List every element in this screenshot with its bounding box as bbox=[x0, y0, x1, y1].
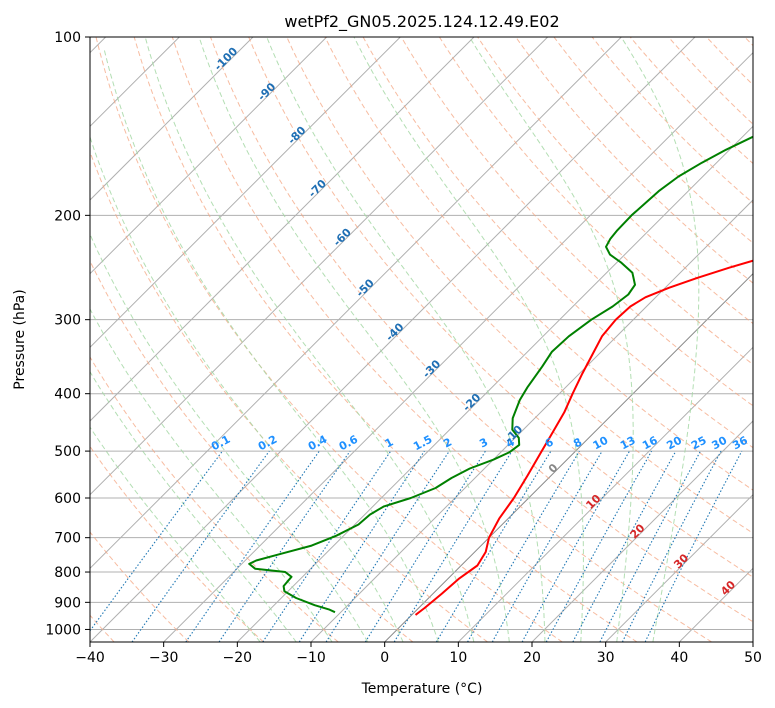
mixing-ratio-line bbox=[262, 450, 392, 642]
mixing-ratio-label: 30 bbox=[710, 434, 730, 453]
chart-title: wetPf2_GN05.2025.124.12.49.E02 bbox=[284, 12, 559, 32]
dry-adiabat-line bbox=[324, 37, 753, 491]
isotherm-line bbox=[90, 37, 475, 422]
mixing-ratio-line bbox=[364, 450, 486, 642]
moist-adiabat-line bbox=[620, 37, 700, 642]
isotherm-line bbox=[605, 493, 753, 642]
dry-adiabat-line bbox=[210, 37, 753, 623]
moist-adiabat-line bbox=[469, 37, 634, 642]
mixing-ratio-label: 20 bbox=[664, 434, 684, 453]
y-tick-label: 200 bbox=[54, 208, 81, 224]
x-tick-label: −10 bbox=[296, 650, 326, 666]
moist-adiabat-line bbox=[90, 135, 404, 642]
isotherm-line bbox=[90, 37, 254, 201]
y-tick-label: 100 bbox=[54, 30, 81, 46]
mixing-ratio-line bbox=[572, 450, 677, 642]
background-lines bbox=[90, 37, 753, 642]
plot-frame bbox=[89, 36, 754, 643]
y-tick-label: 500 bbox=[54, 444, 81, 460]
isotherm-line bbox=[457, 346, 753, 642]
dry-adiabat-line bbox=[90, 531, 190, 642]
sounding-series bbox=[248, 135, 753, 616]
dry-adiabat-line bbox=[515, 37, 753, 284]
mixing-ratio-label: 16 bbox=[640, 434, 660, 453]
mixing-ratio-line bbox=[298, 450, 425, 642]
mixing-ratio-line bbox=[218, 450, 351, 642]
x-tick-label: −30 bbox=[149, 650, 179, 666]
dewpoint-line bbox=[248, 135, 753, 614]
x-tick-label: −40 bbox=[75, 650, 105, 666]
dry-adiabat-line bbox=[248, 37, 753, 578]
y-tick-label: 800 bbox=[54, 565, 81, 581]
dry-adiabat-line bbox=[171, 37, 712, 642]
y-tick-label: 1000 bbox=[45, 622, 81, 638]
mixing-ratio-line bbox=[599, 450, 701, 642]
moist-adiabat-line bbox=[266, 37, 546, 642]
dry-adiabat-line bbox=[90, 445, 264, 642]
x-tick-label: 50 bbox=[744, 650, 762, 666]
mixing-ratio-line bbox=[393, 450, 513, 642]
y-tick-label: 900 bbox=[54, 595, 81, 611]
mixing-ratio-line bbox=[644, 450, 743, 642]
mixing-ratio-line bbox=[521, 450, 630, 642]
isotherm-line bbox=[236, 125, 753, 642]
dry-adiabat-line bbox=[90, 356, 339, 642]
y-tick-label: 700 bbox=[54, 531, 81, 547]
moist-adiabat-line bbox=[144, 37, 475, 642]
y-tick-label: 300 bbox=[54, 313, 81, 329]
x-tick-label: 20 bbox=[523, 650, 541, 666]
moist-adiabat-line bbox=[198, 37, 510, 642]
x-tick-label: −20 bbox=[223, 650, 253, 666]
mixing-ratio-line bbox=[185, 450, 320, 642]
moist-adiabat-line bbox=[90, 426, 261, 642]
isotherm-line bbox=[531, 420, 753, 642]
dry-adiabat-line bbox=[400, 37, 753, 407]
moist-adiabat-line bbox=[103, 49, 439, 642]
axis-ticks: −40 −30 −20 −10 0 10 20 30 40 50 100 200 300 400 500 60… bbox=[45, 30, 762, 666]
y-axis-label: Pressure (hPa) bbox=[12, 289, 28, 389]
mixing-ratio-label: 25 bbox=[689, 434, 709, 453]
isotherm-line bbox=[90, 37, 622, 570]
moist-adiabat-line bbox=[353, 37, 584, 642]
mixing-ratio-line bbox=[435, 450, 552, 642]
isotherm-line bbox=[90, 37, 401, 349]
isotherm-line bbox=[163, 51, 753, 642]
mixing-ratio-label: 36 bbox=[730, 434, 750, 453]
mixing-ratio-line bbox=[545, 450, 653, 642]
mixing-ratio-label: 13 bbox=[618, 434, 638, 453]
dry-adiabat-line bbox=[95, 37, 563, 642]
mixing-ratio-label: 10 bbox=[591, 434, 611, 453]
dry-adiabat-line bbox=[90, 259, 414, 642]
y-tick-label: 400 bbox=[54, 387, 81, 403]
mixing-ratio-line bbox=[90, 450, 223, 632]
mixing-ratio-line bbox=[131, 450, 270, 642]
x-tick-label: 40 bbox=[670, 650, 688, 666]
moist-adiabat-line bbox=[90, 370, 297, 642]
x-tick-label: 30 bbox=[597, 650, 615, 666]
dry-adiabat-line bbox=[438, 37, 753, 366]
temperature-line bbox=[414, 259, 753, 616]
isotherm-line bbox=[384, 272, 753, 642]
isotherm-line bbox=[90, 37, 328, 275]
x-axis-label: Temperature (°C) bbox=[361, 681, 483, 697]
y-tick-label: 600 bbox=[54, 491, 81, 507]
mixing-ratio-line bbox=[621, 450, 722, 642]
isotherm-line bbox=[90, 37, 549, 496]
dry-adiabat-line bbox=[133, 37, 638, 642]
x-tick-label: 0 bbox=[380, 650, 389, 666]
isotherm-line bbox=[90, 37, 696, 642]
x-tick-label: 10 bbox=[449, 650, 467, 666]
